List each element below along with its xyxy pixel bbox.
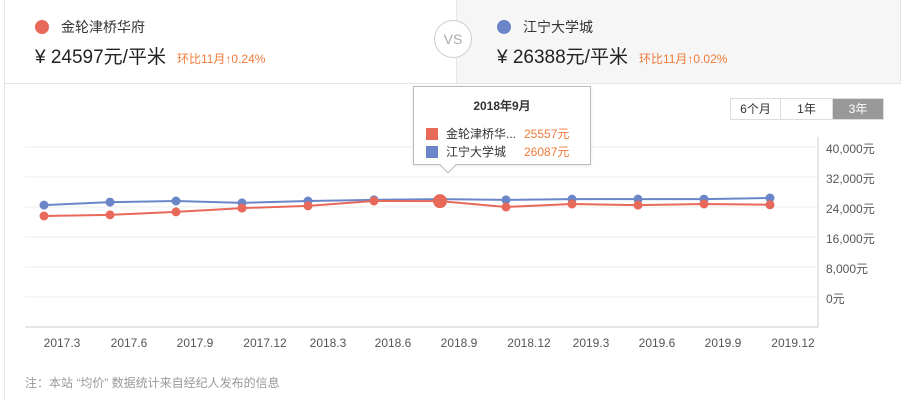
data-point[interactable]	[501, 202, 511, 212]
x-tick-label: 2019.12	[771, 336, 815, 350]
data-point[interactable]	[39, 211, 49, 221]
compare-right-panel: 江宁大学城 ¥ 26388元/平米 环比11月↑0.02%	[456, 0, 900, 83]
range-tab-1-year[interactable]: 1年	[781, 99, 833, 119]
range-tab-3-years[interactable]: 3年	[833, 99, 883, 119]
tooltip-row: 金轮津桥华... 25557元	[426, 125, 569, 142]
y-tick-label: 40,000元	[826, 142, 875, 156]
data-point[interactable]	[171, 196, 181, 206]
legend-swatch-icon	[426, 127, 438, 140]
x-tick-label: 2018.6	[374, 336, 412, 350]
x-tick-label: 2019.6	[638, 336, 676, 350]
chart-tooltip: 2018年9月 金轮津桥华... 25557元 江宁大学城 26087元	[413, 86, 591, 174]
legend-swatch-icon	[426, 145, 438, 158]
y-tick-label: 32,000元	[826, 172, 875, 186]
y-tick-label: 8,000元	[826, 262, 869, 276]
right-change: 环比11月↑0.02%	[638, 52, 728, 66]
tooltip-series-name: 江宁大学城	[446, 145, 507, 159]
x-tick-label: 2018.12	[507, 336, 551, 350]
data-point[interactable]	[433, 194, 447, 209]
tooltip-series-value: 26087元	[524, 145, 570, 159]
chart-area	[4, 84, 901, 400]
data-point[interactable]	[237, 203, 247, 213]
data-source-note: 注：本站 “均价” 数据统计来自经纪人发布的信息	[25, 376, 280, 390]
range-selector: 6个月 1年 3年	[730, 98, 884, 120]
data-point[interactable]	[501, 195, 511, 205]
tooltip-series-value: 25557元	[524, 127, 570, 141]
y-tick-label: 16,000元	[826, 232, 875, 246]
range-tab-6-months[interactable]: 6个月	[731, 99, 781, 119]
data-point[interactable]	[39, 200, 49, 210]
data-point[interactable]	[765, 193, 775, 203]
compare-left-panel: 金轮津桥华府 ¥ 24597元/平米 环比11月↑0.24%	[5, 0, 456, 83]
right-price: ¥ 26388元/平米	[497, 47, 628, 68]
left-community-name: 金轮津桥华府	[61, 19, 145, 35]
data-point[interactable]	[303, 201, 313, 211]
data-point[interactable]	[105, 210, 115, 220]
compare-header: 金轮津桥华府 ¥ 24597元/平米 环比11月↑0.24% 江宁大学城 ¥ 2…	[4, 0, 901, 84]
x-tick-label: 2018.3	[309, 336, 347, 350]
data-point[interactable]	[633, 200, 643, 210]
vs-badge: VS	[434, 20, 472, 58]
series-dot-left	[35, 20, 49, 34]
right-community-name: 江宁大学城	[523, 19, 593, 35]
tooltip-title: 2018年9月	[473, 99, 531, 113]
data-point[interactable]	[765, 200, 775, 210]
left-change: 环比11月↑0.24%	[176, 52, 266, 66]
x-tick-label: 2017.6	[110, 336, 148, 350]
y-tick-label: 0元	[826, 292, 845, 306]
data-point[interactable]	[369, 196, 379, 206]
data-point[interactable]	[567, 199, 577, 209]
x-tick-label: 2017.12	[243, 336, 287, 350]
data-point[interactable]	[105, 197, 115, 207]
y-tick-label: 24,000元	[826, 202, 875, 216]
x-tick-label: 2019.3	[572, 336, 610, 350]
tooltip-row: 江宁大学城 26087元	[426, 143, 569, 160]
data-point[interactable]	[171, 207, 181, 217]
series-dot-right	[497, 20, 511, 34]
tooltip-series-name: 金轮津桥华...	[446, 127, 517, 141]
series-line	[43, 199, 771, 217]
left-price: ¥ 24597元/平米	[35, 47, 166, 68]
x-tick-label: 2017.3	[43, 336, 81, 350]
x-tick-label: 2017.9	[176, 336, 214, 350]
x-tick-label: 2018.9	[440, 336, 478, 350]
series-line	[43, 197, 771, 207]
x-tick-label: 2019.9	[704, 336, 742, 350]
data-point[interactable]	[699, 199, 709, 209]
